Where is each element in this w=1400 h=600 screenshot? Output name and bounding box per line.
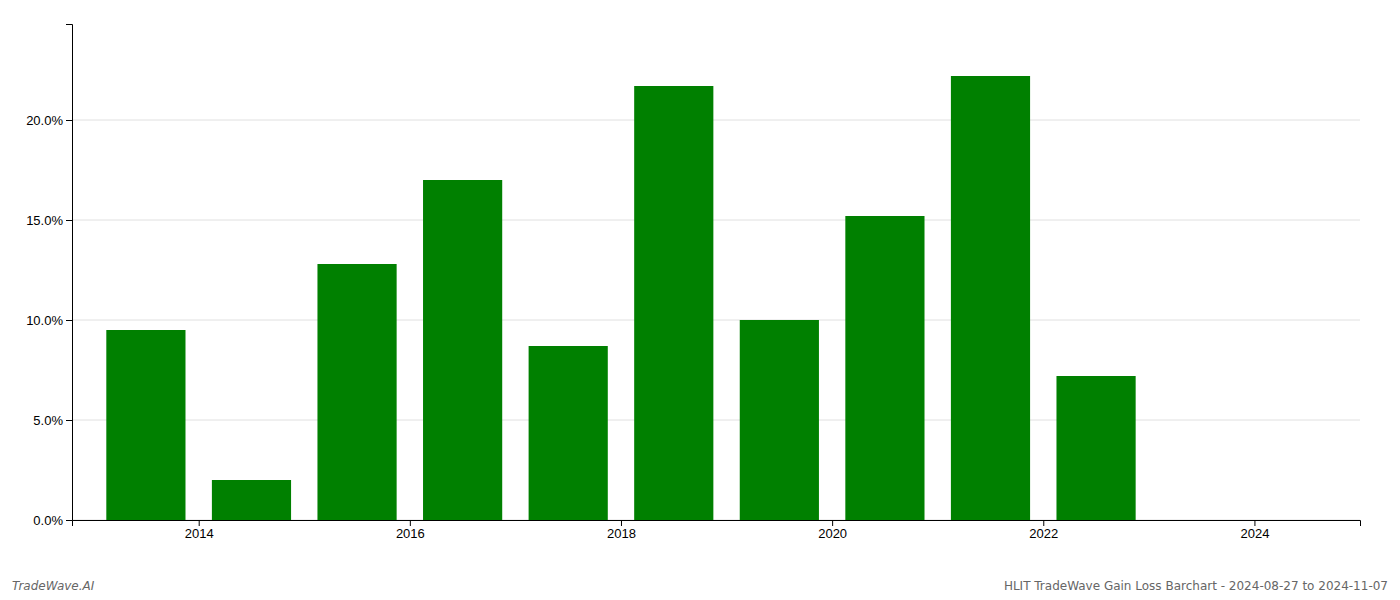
- y-tick: 0.0%: [33, 513, 72, 528]
- y-tick-label: 20.0%: [26, 113, 63, 128]
- y-tick-label: 5.0%: [33, 413, 63, 428]
- y-tick: 20.0%: [26, 113, 72, 128]
- x-tick-mark: [621, 520, 622, 526]
- grid-line: [72, 220, 1360, 221]
- y-tick: 10.0%: [26, 313, 72, 328]
- x-tick-label: 2020: [818, 526, 847, 541]
- x-tick-mark: [199, 520, 200, 526]
- grid: [72, 120, 1360, 520]
- y-tick-label: 15.0%: [26, 213, 63, 228]
- x-axis-line: [73, 521, 1361, 527]
- footer-right: HLIT TradeWave Gain Loss Barchart - 2024…: [1004, 579, 1388, 593]
- bar: [845, 216, 924, 520]
- bar: [317, 264, 396, 520]
- x-tick: 2024: [1240, 520, 1269, 541]
- bar: [529, 346, 608, 520]
- y-axis: 0.0% 5.0% 10.0% 15.0% 20.0%: [26, 25, 72, 528]
- bar: [423, 180, 502, 520]
- y-tick-mark: [66, 320, 72, 321]
- x-tick-mark: [410, 520, 411, 526]
- x-tick-mark: [832, 520, 833, 526]
- y-tick-mark: [66, 120, 72, 121]
- bar: [1056, 376, 1135, 520]
- footer-left: TradeWave.AI: [12, 579, 95, 593]
- bar: [740, 320, 819, 520]
- x-tick: 2016: [396, 520, 425, 541]
- y-tick-mark: [66, 220, 72, 221]
- x-tick: 2022: [1029, 520, 1058, 541]
- y-tick: 15.0%: [26, 213, 72, 228]
- x-tick-label: 2024: [1240, 526, 1269, 541]
- x-tick: 2018: [607, 520, 636, 541]
- x-tick-label: 2018: [607, 526, 636, 541]
- bar: [212, 480, 291, 520]
- x-tick: 2014: [185, 520, 214, 541]
- grid-line: [72, 420, 1360, 421]
- y-tick-mark: [66, 420, 72, 421]
- y-tick-label: 0.0%: [33, 513, 63, 528]
- x-tick-label: 2022: [1029, 526, 1058, 541]
- y-tick-mark: [66, 520, 72, 521]
- x-tick-label: 2014: [185, 526, 214, 541]
- x-tick: 2020: [818, 520, 847, 541]
- plot-area: 2014 2016 2018 2020 2022 2024 0.0% 5.0% 10.0% 15.…: [26, 25, 1360, 542]
- bar: [951, 76, 1030, 520]
- bar: [634, 86, 713, 520]
- x-tick-mark: [1254, 520, 1255, 526]
- y-tick: 5.0%: [33, 413, 72, 428]
- x-tick-label: 2016: [396, 526, 425, 541]
- x-tick-mark: [1043, 520, 1044, 526]
- bar: [106, 330, 185, 520]
- y-tick-label: 10.0%: [26, 313, 63, 328]
- grid-line: [72, 320, 1360, 321]
- grid-line: [72, 120, 1360, 121]
- bars: [106, 76, 1135, 520]
- y-axis-line: [66, 25, 73, 521]
- chart-container: 2014 2016 2018 2020 2022 2024 0.0% 5.0% 10.0% 15.…: [0, 0, 1400, 600]
- x-axis: 2014 2016 2018 2020 2022 2024: [73, 520, 1361, 541]
- chart-svg: 2014 2016 2018 2020 2022 2024 0.0% 5.0% 10.0% 15.…: [0, 0, 1400, 600]
